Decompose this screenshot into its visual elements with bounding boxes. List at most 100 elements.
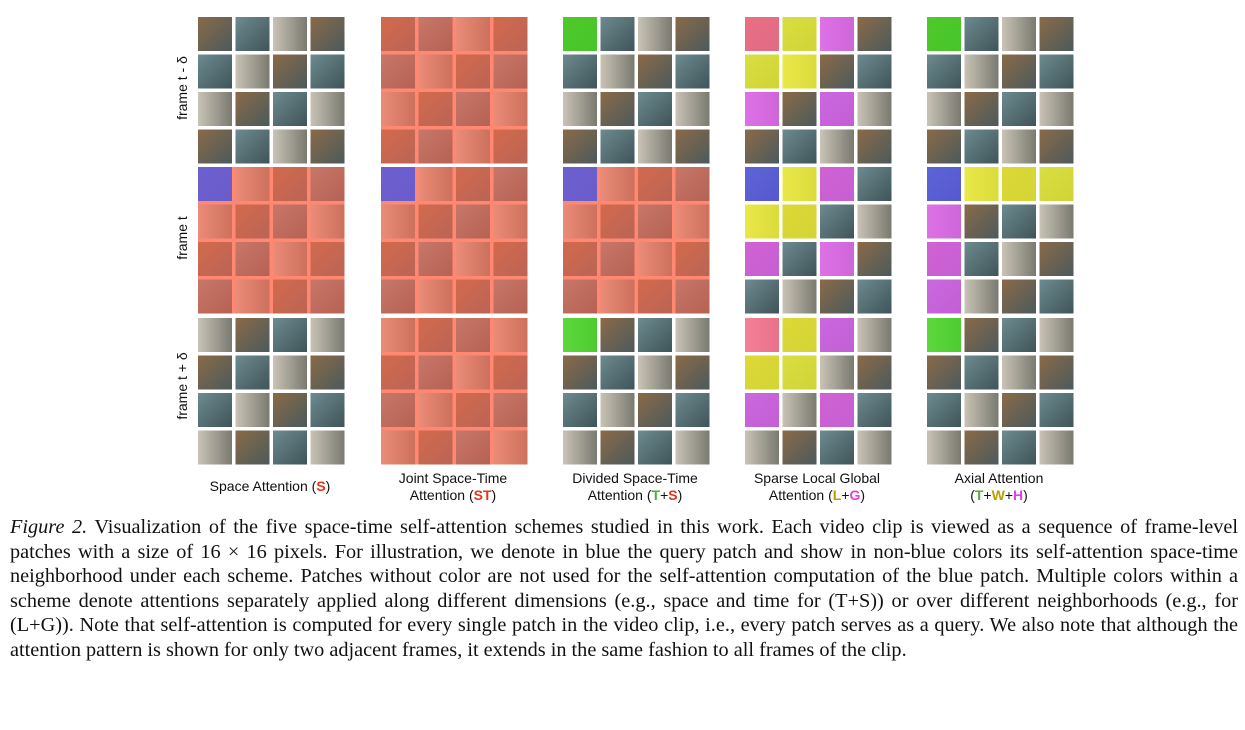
video-patch xyxy=(198,17,232,51)
video-patch xyxy=(638,430,672,465)
video-patch xyxy=(857,167,892,201)
patch-overlay xyxy=(198,204,232,239)
patch-overlay xyxy=(600,204,635,239)
scheme-code-letter: T xyxy=(651,487,661,503)
scheme-title-text: ) xyxy=(677,487,683,503)
video-patch xyxy=(273,430,307,465)
patch-overlay xyxy=(418,129,453,164)
video-patch xyxy=(857,393,892,427)
attention-patch xyxy=(782,54,817,89)
video-patch xyxy=(1002,318,1036,352)
video-patch xyxy=(235,129,270,164)
scheme-title-t-s: Divided Space-Time Attention (T+S) xyxy=(550,470,720,504)
video-patch xyxy=(638,393,672,427)
attention-patch xyxy=(745,92,779,126)
video-patch xyxy=(1039,204,1074,239)
video-patch xyxy=(273,17,307,51)
attention-patch xyxy=(782,204,817,239)
scheme-title-text: Divided Space-Time xyxy=(572,470,698,486)
video-patch xyxy=(745,279,779,314)
patch-overlay xyxy=(675,242,710,276)
patch-overlay xyxy=(381,92,415,126)
frame-grid-st-1 xyxy=(381,167,528,314)
frame-grid-t-w-h-1 xyxy=(927,167,1074,314)
patch-overlay xyxy=(381,393,415,427)
patch-overlay xyxy=(418,318,453,352)
video-patch xyxy=(675,129,710,164)
attention-patch xyxy=(782,355,817,390)
patch-overlay xyxy=(381,204,415,239)
patch-overlay xyxy=(235,204,270,239)
patch-overlay xyxy=(310,279,345,314)
video-patch xyxy=(857,129,892,164)
attention-patch xyxy=(964,167,999,201)
patch-overlay xyxy=(675,167,710,201)
video-patch xyxy=(600,17,635,51)
video-patch xyxy=(964,430,999,465)
frame-grid-s-1 xyxy=(198,167,345,314)
patch-overlay xyxy=(456,393,490,427)
video-patch xyxy=(1002,355,1036,390)
video-patch xyxy=(273,54,307,89)
patch-overlay xyxy=(235,279,270,314)
video-patch xyxy=(310,355,345,390)
patch-overlay xyxy=(235,242,270,276)
patch-overlay xyxy=(418,242,453,276)
patch-overlay xyxy=(638,204,672,239)
scheme-code-letter: S xyxy=(668,487,678,503)
patch-overlay xyxy=(456,129,490,164)
patch-overlay xyxy=(493,92,528,126)
patch-overlay xyxy=(273,167,307,201)
scheme-title-line: Attention (L+G) xyxy=(732,487,902,504)
video-patch xyxy=(310,54,345,89)
scheme-title-l-g: Sparse Local Global Attention (L+G) xyxy=(732,470,902,504)
video-patch xyxy=(310,92,345,126)
video-patch xyxy=(675,54,710,89)
video-patch xyxy=(1039,129,1074,164)
patch-overlay xyxy=(456,92,490,126)
patch-overlay xyxy=(273,279,307,314)
attention-patch xyxy=(927,167,961,201)
video-patch xyxy=(600,393,635,427)
attention-patch xyxy=(820,17,854,51)
frame-grid-s-2 xyxy=(198,318,345,465)
frame-grid-t-s-0 xyxy=(563,17,710,164)
row-label-frame-t-minus-delta: frame t - δ xyxy=(174,56,190,120)
patch-overlay xyxy=(456,54,490,89)
video-patch xyxy=(675,355,710,390)
attention-patch xyxy=(198,167,232,201)
patch-overlay xyxy=(418,393,453,427)
video-patch xyxy=(1002,54,1036,89)
attention-patch xyxy=(782,17,817,51)
video-patch xyxy=(820,355,854,390)
attention-patch xyxy=(782,167,817,201)
attention-patch xyxy=(820,242,854,276)
attention-patch xyxy=(745,167,779,201)
patch-overlay xyxy=(456,17,490,51)
patch-overlay xyxy=(600,242,635,276)
frame-grid-l-g-0 xyxy=(745,17,892,164)
attention-patch xyxy=(745,17,779,51)
video-patch xyxy=(235,17,270,51)
video-patch xyxy=(1002,242,1036,276)
video-patch xyxy=(600,54,635,89)
video-patch xyxy=(638,17,672,51)
row-label-frame-t-plus-delta: frame t + δ xyxy=(174,352,190,420)
video-patch xyxy=(1039,355,1074,390)
scheme-title-text: ) xyxy=(1023,487,1028,503)
patch-overlay xyxy=(198,242,232,276)
video-patch xyxy=(782,92,817,126)
patch-overlay xyxy=(493,279,528,314)
attention-patch xyxy=(820,167,854,201)
patch-overlay xyxy=(235,167,270,201)
patch-overlay xyxy=(675,204,710,239)
video-patch xyxy=(273,318,307,352)
video-patch xyxy=(1039,54,1074,89)
frame-grid-s-0 xyxy=(198,17,345,164)
patch-overlay xyxy=(493,17,528,51)
scheme-title-text: Axial Attention xyxy=(954,470,1044,486)
patch-overlay xyxy=(456,279,490,314)
video-patch xyxy=(198,54,232,89)
scheme-title-text: Attention ( xyxy=(768,487,833,503)
scheme-title-text: Sparse Local Global xyxy=(753,470,881,486)
